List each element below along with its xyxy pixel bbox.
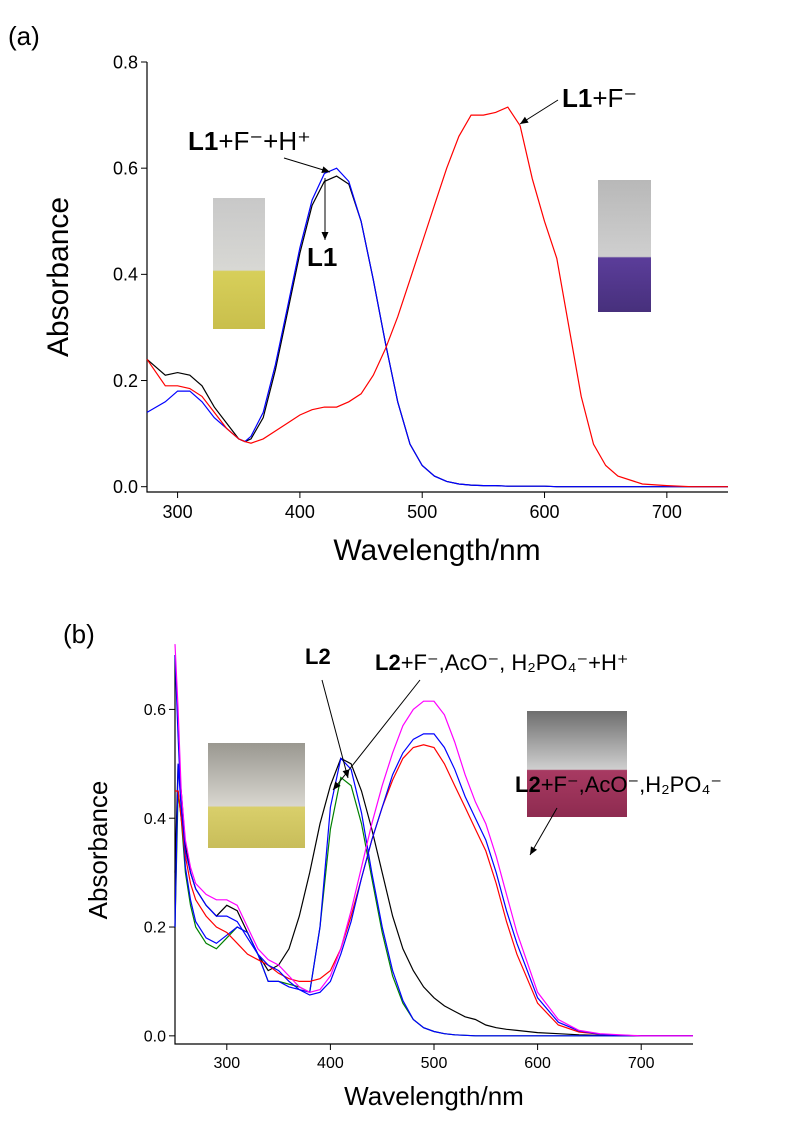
curve-label-bold: L1 [188,126,218,156]
x-axis-title: Wavelength/nm [344,1081,524,1111]
axis [146,62,728,493]
y-tick-label: 0.6 [144,702,166,719]
curve-label: L2+F⁻,AcO⁻, H₂PO₄⁻+H⁺ [375,650,628,675]
curve-label: L1 [307,242,337,272]
x-tick-label: 700 [628,1055,655,1072]
y-tick-label: 0.2 [113,371,138,391]
curve-label: L2+F⁻,AcO⁻,H₂PO₄⁻ [515,772,722,797]
y-tick-label: 0.2 [144,920,166,937]
spectrum-line [174,654,693,1037]
arrow [529,807,558,856]
arrow-head [520,116,529,124]
x-tick-label: 600 [524,1055,551,1072]
y-axis-title: Absorbance [83,781,113,920]
y-tick-label: 0.4 [113,265,138,285]
x-tick-label: 400 [285,502,315,522]
y-tick-label: 0.8 [113,52,138,72]
x-tick-label: 400 [317,1055,344,1072]
arrow [283,157,331,173]
x-axis-title: Wavelength/nm [333,534,540,567]
curve-label-bold: L2 [305,644,331,669]
spectrum-line [174,644,693,1037]
arrow-head [321,232,329,240]
curve-label: L1+F⁻+H⁺ [188,126,311,156]
axis [174,655,693,1045]
curve-label-bold: L1 [307,242,337,272]
curve-label-text: +F⁻,AcO⁻, H₂PO₄⁻+H⁺ [401,650,629,675]
curve-label-text: +F⁻ [592,83,637,113]
x-tick-label: 300 [213,1055,240,1072]
curve-label: L2 [305,644,331,669]
arrow [321,679,349,779]
y-tick-label: 0.6 [113,158,138,178]
vial-photo [208,180,651,848]
curve-label-bold: L2 [375,650,401,675]
panel-label: (b) [63,619,95,649]
y-tick-label: 0.0 [144,1028,166,1045]
y-axis-title: Absorbance [42,197,75,357]
spectrum-line [174,757,693,1037]
y-tick-label: 0.4 [144,811,166,828]
y-tick-label: 0.0 [113,477,138,497]
x-tick-label: 300 [163,502,193,522]
arrow-head [530,846,538,855]
spectrum-line [146,106,728,488]
curve-label-bold: L2 [515,772,541,797]
curve-label-text: +F⁻+H⁺ [218,126,310,156]
x-tick-label: 700 [652,502,682,522]
curve-label-text: +F⁻,AcO⁻,H₂PO₄⁻ [541,772,722,797]
arrow-head [342,769,350,778]
x-tick-label: 500 [421,1055,448,1072]
x-tick-label: 600 [530,502,560,522]
x-tick-label: 500 [407,502,437,522]
arrow-head [333,781,341,790]
spectrum-line [174,757,693,1037]
arrow-head [321,166,330,174]
curve-label: L1+F⁻ [562,83,637,113]
curve-label-bold: L1 [562,83,592,113]
panel-label: (a) [8,21,40,51]
